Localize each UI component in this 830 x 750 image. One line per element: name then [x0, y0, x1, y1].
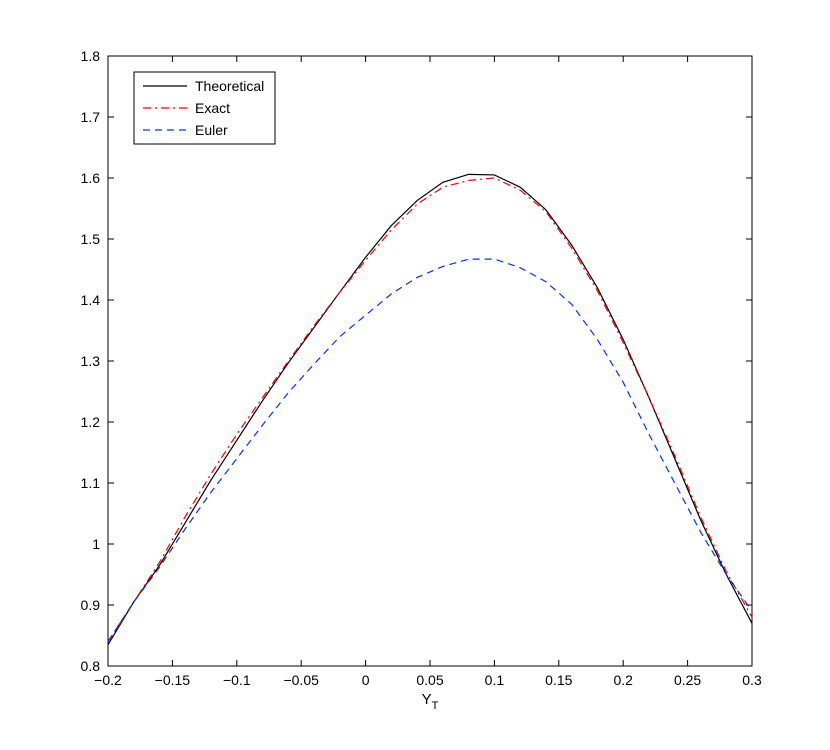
- y-tick-label: 1.5: [81, 231, 101, 247]
- legend-label: Theoretical: [195, 78, 264, 94]
- legend-label: Euler: [195, 122, 228, 138]
- x-axis-label: YT: [422, 691, 439, 712]
- y-tick-label: 1.3: [81, 353, 101, 369]
- x-tick-label: −0.05: [283, 672, 319, 688]
- y-tick-label: 0.8: [81, 658, 101, 674]
- y-tick-label: 1.4: [81, 292, 101, 308]
- axis-ticks: −0.2 −0.15 −0.1 −0.05 0 0.05 0.1 0.15 0.2 0.25 0.3…: [81, 48, 762, 688]
- series-line-euler: [107, 258, 753, 642]
- x-tick-label: −0.15: [155, 672, 191, 688]
- x-tick-label: −0.1: [223, 672, 251, 688]
- x-tick-label: 0: [362, 672, 370, 688]
- x-tick-label: 0.3: [742, 672, 762, 688]
- y-tick-label: 1.6: [81, 170, 101, 186]
- plot-area: [107, 55, 753, 667]
- x-tick-label: 0.15: [545, 672, 572, 688]
- x-axis-label-main: Y: [422, 691, 432, 708]
- legend-box: [133, 71, 276, 145]
- x-tick-label: 0.1: [485, 672, 505, 688]
- y-tick-label: 0.9: [81, 597, 101, 613]
- series-line-exact: [107, 177, 753, 642]
- y-tick-label: 1.8: [81, 48, 101, 64]
- legend-label: Exact: [195, 100, 230, 116]
- x-tick-label: 0.25: [674, 672, 701, 688]
- y-tick-label: 1.1: [81, 475, 101, 491]
- x-axis-label-subscript: T: [432, 700, 439, 712]
- series-lines: [107, 173, 753, 645]
- x-tick-label: −0.2: [94, 672, 122, 688]
- y-tick-label: 1: [92, 536, 100, 552]
- y-tick-label: 1.2: [81, 414, 101, 430]
- y-tick-label: 1.7: [81, 109, 101, 125]
- x-tick-label: 0.05: [416, 672, 443, 688]
- x-tick-label: 0.2: [613, 672, 633, 688]
- legend: Theoretical Exact Euler: [133, 71, 276, 145]
